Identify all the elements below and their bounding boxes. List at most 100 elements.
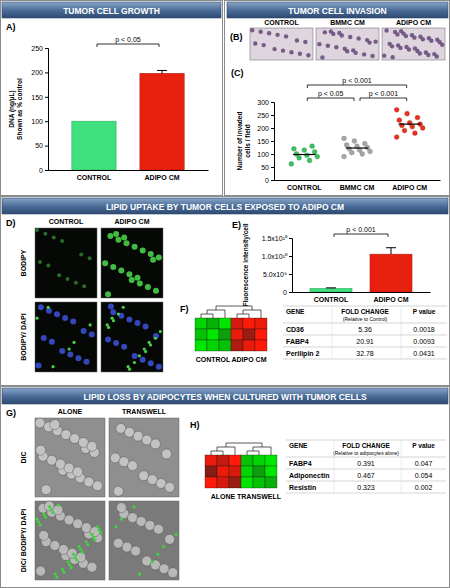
lipid-droplet	[55, 575, 58, 578]
bar	[370, 254, 412, 292]
cell	[404, 45, 408, 49]
heatmap-cell	[219, 329, 231, 340]
heatmap-cell	[229, 477, 241, 488]
cell	[306, 53, 310, 57]
heatmap	[205, 455, 277, 488]
heatmap-cell	[219, 318, 231, 329]
point	[344, 143, 349, 148]
cell	[432, 52, 436, 56]
tick-label: 150	[31, 94, 43, 101]
significance-label: p < 0.05	[115, 36, 141, 44]
tick-mark	[289, 274, 292, 275]
heatmap-cell	[205, 466, 217, 477]
lipid-droplet	[54, 573, 57, 576]
significance-bracket	[307, 98, 354, 101]
table-rule	[332, 306, 333, 359]
micrograph	[101, 302, 163, 372]
micrograph-background	[101, 228, 163, 298]
lipid-droplet	[72, 341, 75, 344]
tick-mark	[45, 72, 48, 73]
cell	[62, 315, 68, 321]
lipid-droplet	[44, 516, 47, 519]
tick-label: 250	[257, 112, 269, 119]
cell	[140, 247, 146, 253]
cell	[329, 29, 333, 33]
tick-mark	[271, 167, 274, 168]
lipid-droplet	[48, 505, 51, 508]
heatmap-cell	[243, 329, 255, 340]
tick-label: 300	[257, 99, 269, 106]
point	[305, 153, 310, 158]
heatmap-cell	[219, 340, 231, 351]
cell	[258, 30, 262, 34]
panel-frame	[1, 197, 450, 386]
table-rule	[401, 440, 402, 493]
cell	[156, 364, 162, 370]
lipid-droplet	[175, 533, 178, 536]
cell	[320, 55, 324, 59]
column-label: ADIPO CM	[396, 19, 431, 26]
cell	[150, 257, 156, 263]
tick: 100	[31, 118, 48, 125]
tick-label: 250	[31, 45, 43, 52]
cell	[281, 48, 285, 52]
cell	[83, 359, 89, 365]
cell	[317, 42, 321, 46]
cell	[87, 441, 97, 451]
micrograph	[101, 228, 163, 298]
cell	[129, 277, 135, 283]
group-label: ALONE	[211, 493, 236, 500]
cell	[337, 31, 341, 35]
cell	[38, 260, 42, 264]
cell	[131, 546, 141, 556]
table-cell: 0.002	[415, 484, 433, 491]
tick-label: ADIPO CM	[145, 174, 180, 181]
lipid-droplet	[151, 560, 154, 563]
tick-mark	[271, 154, 274, 155]
row-label: DIC	[20, 451, 27, 463]
cell	[115, 237, 121, 243]
table-rule	[283, 359, 447, 360]
tick-label: 0	[265, 177, 269, 184]
cell	[128, 461, 138, 471]
table-note: (Relative to adipocytes alone)	[333, 450, 399, 456]
row-label: DIC/ BODIPY/ DAPI	[20, 509, 27, 572]
lipid-droplet	[68, 348, 71, 351]
x-axis: CONTROLBMMC CMADIPO CM	[275, 181, 441, 191]
tick-mark	[45, 146, 48, 147]
table-cell: 0.391	[357, 460, 375, 467]
table-header: GENE	[286, 308, 305, 315]
cell	[81, 328, 87, 334]
point	[397, 118, 402, 123]
lipid-droplet	[144, 350, 147, 353]
lipid-droplet	[122, 306, 125, 309]
lipid-droplet	[81, 551, 84, 554]
point	[315, 154, 320, 159]
micrograph	[35, 501, 105, 580]
cell	[289, 50, 293, 54]
cell	[348, 35, 352, 39]
x-axis: CONTROLADIPO CM	[293, 293, 431, 303]
axis-line	[45, 49, 49, 171]
cell	[105, 337, 111, 343]
heatmap-cell	[229, 455, 241, 466]
point	[362, 141, 367, 146]
y-axis: 05.0x10⁹1.0x10¹⁰1.5x10¹⁰	[262, 235, 293, 296]
cell	[150, 439, 160, 449]
table-rule	[401, 306, 402, 359]
micrograph-background	[35, 302, 97, 372]
panel-label: F)	[180, 304, 189, 314]
table-cell: 0.467	[357, 472, 375, 479]
tick-mark	[45, 121, 48, 122]
micrograph	[35, 418, 105, 497]
lipid-droplet	[68, 563, 71, 566]
bar	[140, 73, 184, 170]
table-cell: FABP4	[286, 338, 309, 345]
tick: 50	[261, 164, 274, 171]
tick-label: 1.0x10¹⁰	[262, 253, 288, 260]
cell	[118, 268, 124, 274]
cell	[50, 420, 60, 430]
tick: CONTROL	[77, 174, 112, 181]
cell	[82, 284, 86, 288]
panel-frame	[1, 387, 450, 588]
